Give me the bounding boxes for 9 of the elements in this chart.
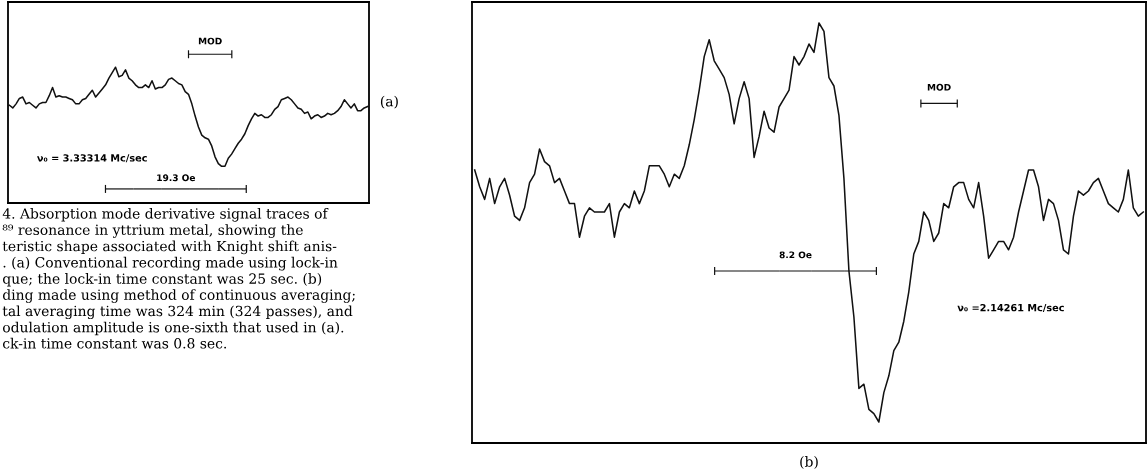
annotation: 19.3 Oe	[157, 174, 196, 182]
text: MOD	[198, 37, 222, 45]
text: 4. Absorption mode derivative signal traces of ⁸⁹ resonance in yttrium metal, showing the teristic shape associated with Knight shift anis- . (a) Conventional recording made using lock-in que; the lock-in time constant was 25 sec. (b) ding made using method of continuous averaging; tal averaging time was 324 min (324 passes), and odulation amplitude is one-sixth that used in (a). ck-in time constant was 0.8 sec.	[2, 208, 355, 349]
annotation: MOD	[927, 83, 951, 91]
text: (a)	[380, 95, 398, 109]
text: (b)	[800, 456, 818, 469]
annotation: 8.2 Oe	[779, 251, 812, 259]
annotation: ν₀ = 3.33314 Mc/sec	[37, 154, 147, 163]
annotation: ν₀ =2.14261 Mc/sec	[957, 303, 1064, 313]
